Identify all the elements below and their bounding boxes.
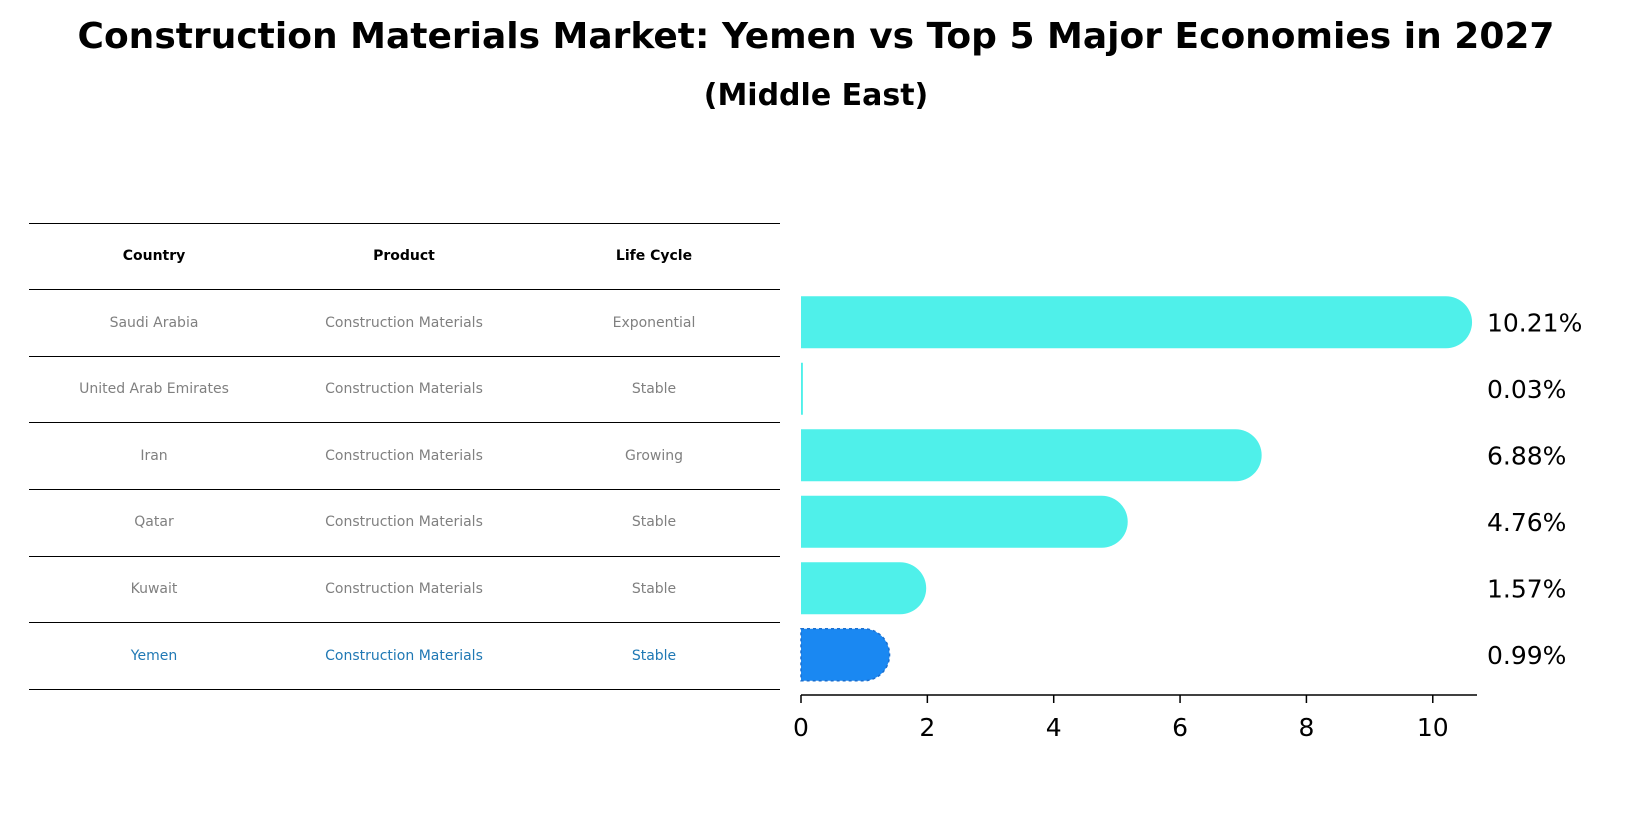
table-cell-product: Construction Materials: [325, 381, 483, 397]
bar: [800, 628, 891, 682]
table-rule: [29, 622, 780, 623]
table-rule: [29, 223, 780, 224]
data-label: 10.21%: [1487, 308, 1582, 337]
table-cell-product: Construction Materials: [325, 315, 483, 331]
table-rule: [29, 356, 780, 357]
table-cell-life-cycle: Stable: [631, 581, 677, 597]
x-tick-label: 0: [793, 713, 809, 742]
x-tick-label: 10: [1417, 713, 1449, 742]
bar: [801, 495, 1128, 548]
table-cell-life-cycle: Growing: [625, 448, 683, 464]
table-header-life-cycle: Life Cycle: [615, 248, 693, 264]
table-cell-life-cycle: Stable: [631, 648, 677, 664]
table-cell-product: Construction Materials: [325, 581, 483, 597]
table-cell-life-cycle: Exponential: [612, 315, 696, 331]
data-label: 1.57%: [1487, 574, 1566, 603]
table-cell-product: Construction Materials: [325, 648, 483, 664]
chart-title: Construction Materials Market: Yemen vs …: [77, 16, 1555, 57]
data-label: 0.03%: [1487, 375, 1566, 404]
table-cell-product: Construction Materials: [325, 448, 483, 464]
table-cell-country: Saudi Arabia: [109, 315, 199, 331]
table-rule: [29, 689, 780, 690]
data-label: 6.88%: [1487, 441, 1566, 470]
bar: [801, 562, 927, 615]
x-tick-label: 8: [1298, 713, 1314, 742]
bar: [801, 429, 1262, 482]
bar: [801, 362, 803, 415]
table-cell-life-cycle: Stable: [631, 514, 677, 530]
table-header-product: Product: [373, 248, 435, 264]
table-rule: [29, 289, 780, 290]
table-rule: [29, 489, 780, 490]
table-header-country: Country: [122, 248, 186, 264]
table-cell-country: Kuwait: [130, 581, 178, 597]
data-label: 0.99%: [1487, 641, 1566, 670]
table-cell-country: Yemen: [130, 648, 178, 664]
table-cell-country: Iran: [140, 448, 168, 464]
data-label: 4.76%: [1487, 508, 1566, 537]
table-cell-life-cycle: Stable: [631, 381, 677, 397]
bar: [801, 296, 1473, 349]
x-tick-label: 2: [919, 713, 935, 742]
x-tick-label: 6: [1172, 713, 1188, 742]
x-tick-label: 4: [1046, 713, 1062, 742]
chart-subtitle: (Middle East): [703, 78, 929, 113]
table-cell-product: Construction Materials: [325, 514, 483, 530]
table-rule: [29, 422, 780, 423]
table-cell-country: United Arab Emirates: [79, 381, 229, 397]
table-rule: [29, 556, 780, 557]
table-cell-country: Qatar: [134, 514, 174, 530]
